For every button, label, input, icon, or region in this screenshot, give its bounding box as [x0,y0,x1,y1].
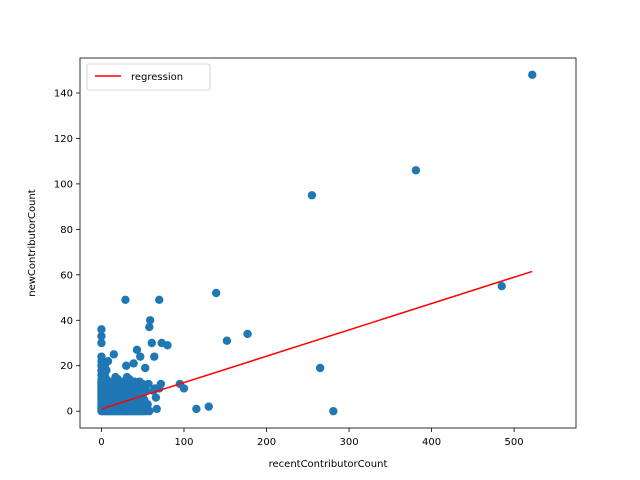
legend-box [86,63,211,91]
data-point [156,379,166,389]
scatter-points [97,70,537,416]
data-point [141,363,150,373]
data-point [329,406,338,416]
data-point [143,400,152,409]
data-point [222,336,232,345]
legend-label-regression: regression [131,72,183,83]
data-point [136,352,145,361]
data-point [97,325,106,334]
y-axis-label: newContributorCount [27,189,38,297]
data-point [192,404,201,414]
data-point [497,281,506,291]
regression-layer [101,270,533,410]
data-point [163,341,172,350]
y-tick-label: 40 [60,316,73,327]
data-point [144,379,153,389]
data-point [145,316,155,325]
x-axis-ticks: 0 100 200 300 400 500 [98,428,524,448]
x-tick-label: 400 [422,437,441,448]
x-axis-label: recentContributorCount [269,459,388,470]
data-point [151,393,161,402]
y-tick-label: 120 [54,134,73,145]
y-tick-label: 100 [54,179,73,190]
plot-area [80,58,576,428]
x-tick-label: 200 [257,437,276,448]
data-point [307,191,317,200]
data-point [97,352,106,361]
x-tick-label: 300 [339,437,358,448]
regression-line [101,270,533,410]
data-point [145,406,154,416]
data-point [150,352,159,361]
y-tick-label: 0 [67,407,73,418]
x-tick-label: 500 [505,437,524,448]
data-point [122,361,131,370]
data-point [411,166,421,175]
data-point [528,70,537,80]
y-tick-label: 140 [54,89,73,100]
plot-frame [79,57,577,429]
data-point [243,329,252,339]
y-tick-label: 80 [60,225,73,236]
data-point [155,295,164,305]
y-axis-ticks: 0 20 40 60 80 100 120 140 [54,89,80,418]
y-tick-label: 20 [60,361,73,372]
x-tick-label: 100 [174,437,193,448]
legend: regression [86,63,211,91]
data-point [102,366,111,375]
data-point [132,345,142,355]
data-point [211,288,221,298]
data-point [204,402,213,411]
data-point [138,379,147,389]
data-point [103,356,113,366]
data-point [315,363,325,373]
data-point [109,350,119,359]
data-point [147,338,156,348]
data-point [145,322,154,332]
data-point [141,386,151,395]
y-tick-label: 60 [60,270,73,281]
data-point [97,331,106,341]
data-point [121,295,130,305]
data-point [97,338,106,348]
data-point [179,384,189,393]
data-point [129,359,138,368]
data-point [152,404,161,414]
x-tick-label: 0 [98,437,104,448]
